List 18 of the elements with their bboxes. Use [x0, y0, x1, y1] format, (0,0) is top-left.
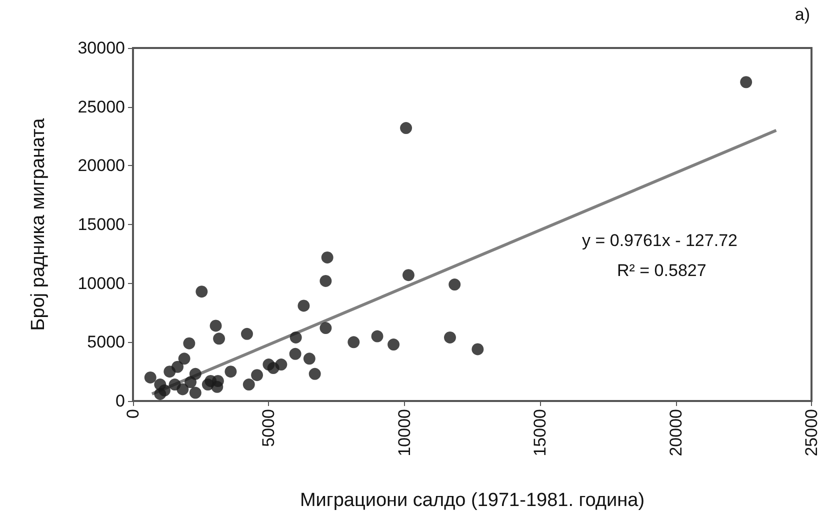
y-tick-label: 20000	[78, 156, 125, 176]
x-tick-label: 20000	[666, 409, 686, 456]
x-tick-label: 5000	[259, 409, 278, 447]
y-tick-label: 10000	[78, 274, 125, 293]
y-tick-label: 0	[116, 392, 125, 410]
y-tick-label: 25000	[78, 97, 125, 116]
annotation: R² = 0.5827	[617, 261, 706, 280]
x-tick-label: 10000	[394, 409, 414, 456]
y-axis-title: Број радника миграната	[28, 118, 49, 331]
text: a)	[794, 5, 810, 24]
x-axis-title: Миграциони салдо (1971-1981. година)	[300, 490, 645, 511]
x-tick-label: 25000	[802, 409, 820, 456]
x-tick-label: 15000	[530, 409, 550, 456]
x-tick-label: 0	[124, 409, 142, 418]
annotation: y = 0.9761x - 127.72	[582, 231, 738, 250]
y-tick-label: 30000	[78, 38, 125, 58]
y-tick-label: 15000	[78, 215, 125, 234]
y-tick-label: 5000	[87, 332, 125, 352]
